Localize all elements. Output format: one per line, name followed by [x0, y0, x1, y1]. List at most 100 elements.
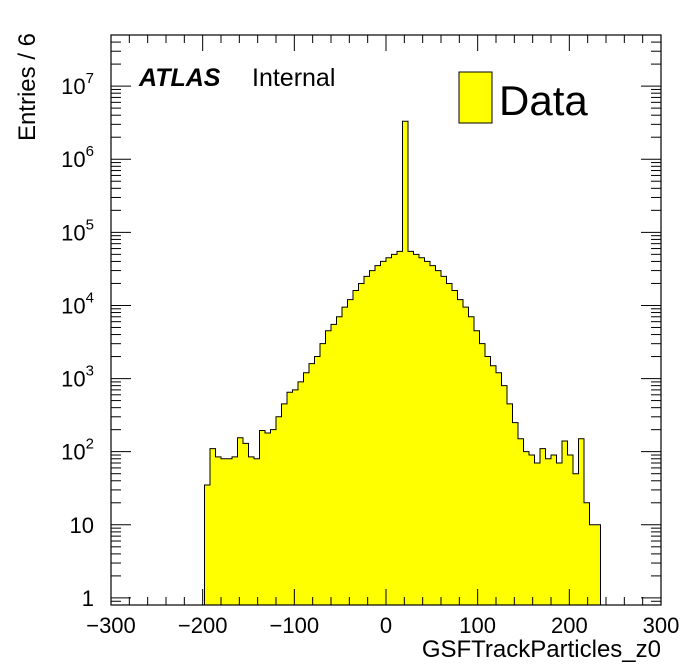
y-axis-title: Entries / 6: [14, 33, 41, 141]
histogram-bin: [281, 403, 287, 605]
histogram-bin: [358, 283, 364, 605]
histogram-bin: [441, 276, 447, 605]
histogram-bin: [265, 433, 271, 605]
x-axis-title: GSFTrackParticles_z0: [422, 636, 661, 663]
x-tick-label: −100: [270, 613, 320, 638]
histogram-bin: [320, 343, 326, 605]
atlas-label: ATLAS: [138, 64, 221, 92]
histogram-bin: [485, 356, 491, 605]
histogram-bin: [578, 438, 584, 605]
histogram-bin: [424, 261, 430, 605]
y-tick-label: 1: [82, 586, 94, 611]
histogram-bin: [215, 456, 221, 605]
histogram-bin: [595, 524, 601, 605]
x-tick-label: −300: [86, 613, 136, 638]
histogram-bin: [573, 473, 579, 605]
histogram-bin: [232, 456, 238, 605]
y-tick-label: 105: [61, 216, 94, 245]
y-tick-label: 102: [61, 436, 94, 465]
histogram-bin: [435, 270, 441, 605]
histogram-bin: [501, 385, 507, 605]
histogram-bars: [204, 120, 601, 606]
histogram-bin: [408, 251, 414, 605]
y-axis-ticks: [111, 34, 661, 602]
internal-label: Internal: [252, 64, 335, 92]
histogram-bin: [325, 330, 331, 605]
histogram-bin: [567, 455, 573, 605]
histogram-bin: [457, 299, 463, 605]
histogram-bin: [347, 299, 353, 605]
y-tick-label: 107: [61, 70, 94, 99]
histogram-bin: [551, 455, 557, 605]
histogram-bin: [369, 270, 375, 605]
histogram-bin: [512, 422, 518, 605]
histogram-bin: [490, 365, 496, 605]
histogram-bin: [540, 448, 546, 605]
histogram-bin: [353, 290, 359, 605]
x-tick-label: 200: [551, 613, 588, 638]
histogram-bin: [446, 283, 452, 605]
x-tick-label: 100: [459, 613, 496, 638]
histogram-bin: [221, 458, 227, 605]
x-tick-label: 300: [643, 613, 680, 638]
histogram-bin: [237, 437, 243, 605]
histogram-bin: [259, 430, 265, 605]
histogram-bin: [534, 463, 540, 605]
histogram-bin: [287, 392, 293, 605]
y-tick-label: 104: [61, 289, 94, 318]
histogram-bin: [254, 458, 260, 605]
histogram-bin: [589, 524, 595, 605]
histogram-outline: [204, 120, 601, 605]
histogram-bin: [397, 251, 403, 605]
y-tick-label: 103: [61, 363, 94, 392]
histogram-bin: [276, 416, 282, 605]
histogram-bin: [226, 458, 232, 605]
histogram-bin: [413, 254, 419, 606]
histogram-bin: [243, 443, 249, 605]
x-tick-label: 0: [380, 613, 392, 638]
histogram-bin: [309, 363, 315, 605]
histogram-bin: [529, 455, 535, 605]
legend-label-data: Data: [499, 77, 588, 124]
y-tick-label: 10: [70, 513, 94, 538]
histogram-bin: [386, 257, 392, 605]
y-tick-label: 106: [61, 143, 94, 172]
histogram-bin: [375, 265, 381, 605]
histogram-bin: [496, 372, 502, 605]
histogram-bin: [556, 463, 562, 605]
histogram-bin: [292, 389, 298, 605]
histogram-bin: [380, 261, 386, 605]
histogram-bin: [298, 381, 304, 605]
x-tick-labels: −300 −200 −100 0 100 200 300: [86, 613, 679, 638]
histogram-bin: [430, 265, 436, 605]
y-tick-labels: 1 10 102 103 104 105 106 107: [61, 70, 94, 611]
histogram-bin: [523, 451, 529, 605]
histogram-bin: [210, 448, 216, 605]
histogram-bin: [342, 307, 348, 605]
histogram-bin: [584, 502, 590, 605]
histogram-bin: [336, 316, 342, 605]
x-tick-label: −200: [178, 613, 228, 638]
histogram-bin: [468, 316, 474, 605]
histogram-bin: [463, 307, 469, 605]
histogram-bin: [331, 324, 337, 605]
histogram-bin: [391, 254, 397, 606]
histogram-bin: [248, 456, 254, 605]
histogram-bin: [452, 290, 458, 605]
histogram-bin: [303, 372, 309, 605]
histogram-bin: [507, 403, 513, 605]
legend: Data: [458, 71, 588, 124]
histogram-bin: [270, 429, 276, 605]
histogram-bin: [419, 257, 425, 605]
histogram-bin: [314, 356, 320, 605]
histogram-bin: [474, 330, 480, 605]
histogram-bin: [364, 276, 370, 605]
histogram-bin: [479, 343, 485, 605]
histogram-bin: [518, 438, 524, 605]
histogram-bin: [562, 440, 568, 605]
histogram-bin: [204, 485, 210, 605]
histogram-bin: [545, 458, 551, 605]
legend-swatch-data: [458, 71, 493, 124]
histogram-bin: [402, 121, 408, 605]
